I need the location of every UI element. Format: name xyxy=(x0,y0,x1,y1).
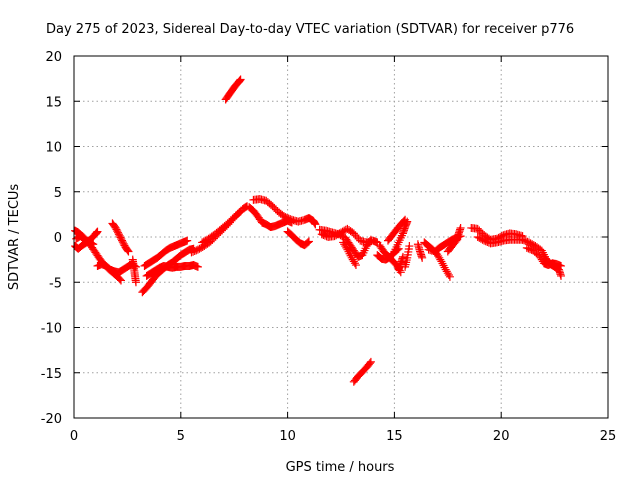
y-tick-label: 15 xyxy=(45,95,62,110)
data-point xyxy=(235,209,244,218)
data-point xyxy=(557,271,566,280)
series-arc-33 xyxy=(349,357,375,386)
chart-title: Day 275 of 2023, Sidereal Day-to-day VTE… xyxy=(46,22,574,37)
data-point xyxy=(401,215,410,224)
series-arc-24 xyxy=(413,240,427,262)
data-point xyxy=(89,240,98,249)
data-point xyxy=(343,245,352,254)
data-point xyxy=(418,253,427,262)
data-point xyxy=(344,247,353,256)
y-tick-label: -5 xyxy=(49,276,62,291)
data-point xyxy=(444,271,453,280)
data-point xyxy=(131,278,140,287)
data-point xyxy=(236,75,245,84)
data-point xyxy=(124,247,133,256)
series-arc-21 xyxy=(383,215,410,245)
x-tick-label: 25 xyxy=(600,429,617,444)
x-tick-label: 15 xyxy=(386,429,403,444)
data-point xyxy=(456,223,465,232)
y-tick-label: 20 xyxy=(45,50,62,65)
data-point xyxy=(311,220,320,229)
series-arc-29 xyxy=(473,233,527,248)
plot-frame xyxy=(73,55,609,419)
data-point xyxy=(93,227,102,236)
y-tick-label: 0 xyxy=(54,231,62,246)
series-arc-8 xyxy=(140,236,192,270)
data-point xyxy=(88,239,97,248)
series-arc-23 xyxy=(394,252,407,274)
data-point xyxy=(123,246,132,255)
x-tick-label: 10 xyxy=(279,429,296,444)
y-tick-label: 5 xyxy=(54,186,62,201)
axis-tick-labels: 0 5 10 15 20 25 -20 -15 -10 -5 0 5 10 15 20 xyxy=(41,50,617,444)
y-tick-label: -15 xyxy=(41,367,62,382)
data-point xyxy=(304,237,313,246)
data-point xyxy=(537,246,546,255)
series-arc-5 xyxy=(108,219,133,256)
y-tick-label: -10 xyxy=(41,322,62,337)
data-point xyxy=(116,276,125,285)
x-tick-label: 5 xyxy=(177,429,185,444)
series-arc-11 xyxy=(198,207,245,247)
series-arc-32 xyxy=(221,75,245,104)
series-arc-17 xyxy=(339,238,360,270)
y-axis-label: SDTVAR / TECUs xyxy=(7,184,22,291)
data-point xyxy=(366,357,375,366)
x-tick-label: 0 xyxy=(70,429,78,444)
x-axis-label: GPS time / hours xyxy=(286,460,395,475)
data-point xyxy=(345,249,354,258)
series-arc-3 xyxy=(72,232,98,249)
data-point xyxy=(557,261,566,270)
data-point xyxy=(438,259,447,268)
series-arc-6 xyxy=(128,255,140,287)
data-point xyxy=(236,207,245,216)
series-arc-31 xyxy=(522,243,566,270)
series-arc-27 xyxy=(443,223,465,256)
data-point xyxy=(183,236,192,245)
y-tick-label: 10 xyxy=(45,141,62,156)
series-arc-14 xyxy=(283,227,313,250)
data-point xyxy=(405,242,414,251)
data-point xyxy=(303,238,312,247)
data-point xyxy=(365,359,374,368)
data-point xyxy=(398,252,407,261)
data-point xyxy=(350,259,359,268)
data-point xyxy=(351,261,360,270)
data-point xyxy=(437,257,446,266)
series-arc-20 xyxy=(390,217,412,256)
data-point xyxy=(439,261,448,270)
series-arc-9 xyxy=(142,261,202,280)
data-points xyxy=(71,75,566,386)
series-arc-16 xyxy=(317,224,382,247)
data-point xyxy=(115,275,124,284)
data-point xyxy=(193,262,202,271)
data-point xyxy=(400,216,409,225)
data-point xyxy=(445,272,454,281)
y-tick-label: -20 xyxy=(41,412,62,427)
x-tick-label: 20 xyxy=(493,429,510,444)
series-arc-13 xyxy=(249,194,320,229)
